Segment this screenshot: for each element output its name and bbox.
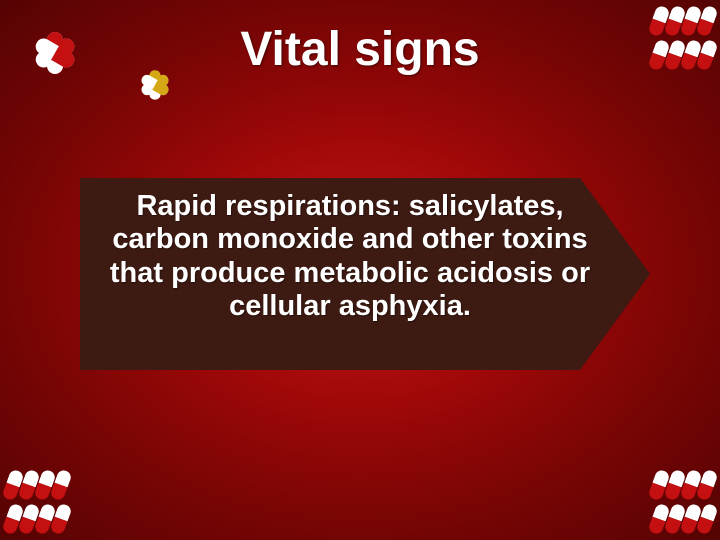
corner-pills-top-right <box>652 6 714 70</box>
corner-pills-bottom-right <box>652 470 714 534</box>
pill-star-decoration <box>10 8 100 98</box>
content-arrow-box: Rapid respirations: salicylates, carbon … <box>80 178 640 370</box>
corner-pills-bottom-left <box>6 470 68 534</box>
content-text: Rapid respirations: salicylates, carbon … <box>80 178 620 335</box>
page-title: Vital signs <box>240 22 479 77</box>
pill-star-decoration-small <box>124 54 187 117</box>
slide: Vital signs Rapid respirations: salicyla… <box>0 0 720 540</box>
